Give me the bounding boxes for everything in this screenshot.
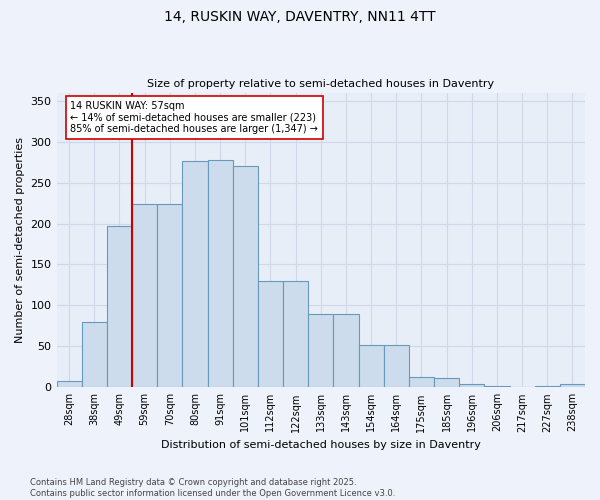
Bar bbox=[535, 386, 560, 388]
Bar bbox=[484, 386, 509, 388]
Bar bbox=[208, 160, 233, 388]
Bar bbox=[233, 166, 258, 388]
Text: 14, RUSKIN WAY, DAVENTRY, NN11 4TT: 14, RUSKIN WAY, DAVENTRY, NN11 4TT bbox=[164, 10, 436, 24]
Bar bbox=[459, 384, 484, 388]
Bar bbox=[283, 281, 308, 388]
Bar bbox=[359, 344, 383, 388]
Bar bbox=[258, 281, 283, 388]
Bar bbox=[182, 160, 208, 388]
Bar bbox=[82, 322, 107, 388]
Bar bbox=[56, 381, 82, 388]
Text: Contains HM Land Registry data © Crown copyright and database right 2025.
Contai: Contains HM Land Registry data © Crown c… bbox=[30, 478, 395, 498]
Bar bbox=[560, 384, 585, 388]
Bar bbox=[434, 378, 459, 388]
Bar bbox=[308, 314, 334, 388]
Bar bbox=[157, 204, 182, 388]
Text: 14 RUSKIN WAY: 57sqm
← 14% of semi-detached houses are smaller (223)
85% of semi: 14 RUSKIN WAY: 57sqm ← 14% of semi-detac… bbox=[70, 100, 318, 134]
Bar bbox=[409, 376, 434, 388]
Bar bbox=[334, 314, 359, 388]
Y-axis label: Number of semi-detached properties: Number of semi-detached properties bbox=[15, 137, 25, 343]
Bar bbox=[107, 226, 132, 388]
Bar bbox=[132, 204, 157, 388]
Title: Size of property relative to semi-detached houses in Daventry: Size of property relative to semi-detach… bbox=[147, 79, 494, 89]
Bar bbox=[383, 344, 409, 388]
X-axis label: Distribution of semi-detached houses by size in Daventry: Distribution of semi-detached houses by … bbox=[161, 440, 481, 450]
